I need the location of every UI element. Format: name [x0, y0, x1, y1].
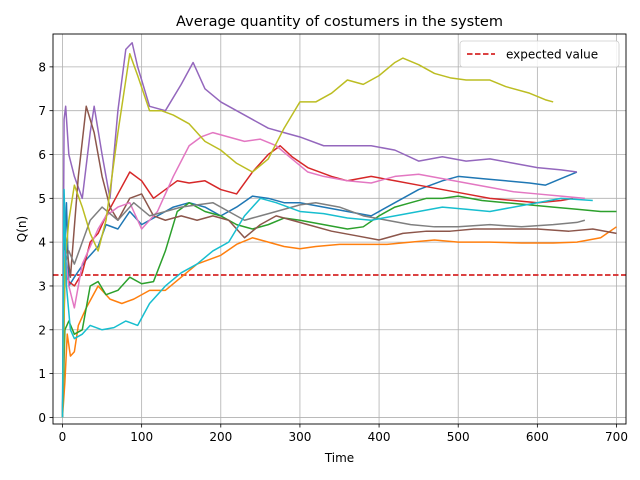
y-tick-label: 8 [38, 60, 46, 74]
x-tick-label: 400 [368, 430, 391, 444]
series-line-8 [61, 201, 586, 418]
plot-frame [52, 33, 627, 425]
y-tick-label: 6 [38, 148, 46, 162]
x-tick-label: 700 [605, 430, 628, 444]
series-line-1 [61, 171, 578, 418]
legend-label-expected-value: expected value [506, 48, 598, 62]
series-line-2 [61, 226, 617, 418]
legend: expected value [459, 40, 620, 68]
series-line-9 [61, 52, 554, 418]
series-line-10 [61, 188, 593, 418]
y-tick-label: 1 [38, 367, 46, 381]
x-tick-label: 200 [209, 430, 232, 444]
y-tick-label: 0 [38, 411, 46, 425]
y-tick-label: 2 [38, 323, 46, 337]
series-line-5 [61, 42, 578, 418]
y-tick-label: 7 [38, 104, 46, 118]
x-tick-label: 300 [288, 430, 311, 444]
x-tick-label: 100 [130, 430, 153, 444]
chart-title: Average quantity of costumers in the sys… [176, 14, 503, 30]
series-line-3 [61, 195, 617, 418]
y-tick-label: 4 [38, 236, 46, 250]
axis-ticks: 0 100 200 300 400 500 600 700 0 1 2 3 4 5 6 7 8 [38, 60, 628, 444]
legend-box [459, 40, 620, 68]
series-group [61, 42, 617, 418]
grid [53, 34, 626, 424]
x-axis-label: Time [324, 451, 354, 465]
y-axis-label: Q(n) [15, 216, 29, 242]
series-line-7 [61, 131, 585, 418]
x-tick-label: 500 [447, 430, 470, 444]
x-tick-label: 600 [526, 430, 549, 444]
y-tick-label: 5 [38, 192, 46, 206]
y-tick-label: 3 [38, 279, 46, 293]
x-tick-label: 0 [59, 430, 67, 444]
